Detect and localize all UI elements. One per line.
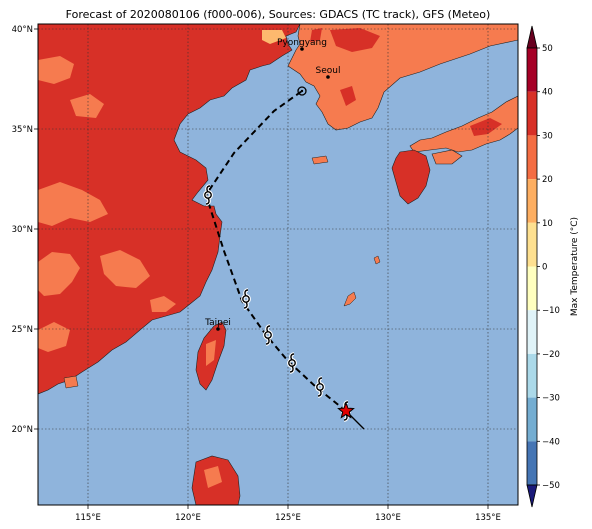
storm-symbol-icon xyxy=(241,288,251,310)
lat-tick-label: 20°N xyxy=(12,425,33,435)
colorbar-bin xyxy=(527,179,537,223)
colorbar-bin xyxy=(527,353,537,398)
colorbar-tick-label: 20 xyxy=(542,175,553,185)
track-end-marker xyxy=(297,86,307,96)
typhoon-track xyxy=(203,86,365,430)
island-ryukyu xyxy=(373,255,381,265)
colorbar-extend-min xyxy=(526,484,538,508)
island-jeju xyxy=(311,155,329,165)
city-marker xyxy=(326,75,330,79)
colorbar-bin xyxy=(527,135,537,180)
axis-ticks: 115°E 120°E 125°E 130°E 135°E 40°N 35°N 30°N 25°… xyxy=(12,25,501,523)
colorbar-tick-label: 40 xyxy=(542,88,553,98)
colorbar-tick-label: 10 xyxy=(542,219,553,229)
track-end-dot xyxy=(300,89,304,93)
land-taiwan-warm-patch xyxy=(206,340,216,366)
colorbar-tick-label: 30 xyxy=(542,131,553,141)
colorbar-tick-label: 0 xyxy=(542,263,547,273)
city-marker xyxy=(216,327,220,331)
colorbar-bin xyxy=(527,310,537,354)
colorbar-tick-label: −10 xyxy=(542,306,560,316)
city-label: Pyongyang xyxy=(277,38,327,48)
colorbar-bin xyxy=(527,266,537,311)
lat-tick-label: 25°N xyxy=(12,325,33,335)
lon-tick-label: 130°E xyxy=(375,513,401,523)
track-past-path xyxy=(204,90,347,412)
land-china-warm-patch xyxy=(100,250,150,288)
lat-tick-label: 30°N xyxy=(12,225,33,235)
colorbar-label: Max Temperature (°C) xyxy=(570,217,580,316)
land-china-warm-patch xyxy=(70,94,104,118)
land-china-warm-patch xyxy=(38,322,70,352)
land-japan-kyushu xyxy=(391,149,431,205)
land-korea-hot-patch xyxy=(310,28,322,42)
land-china-warm-patch xyxy=(38,182,108,226)
colorbar-tick-label: −30 xyxy=(542,394,560,404)
colorbar-tick-label: −20 xyxy=(542,350,560,360)
land-liaodong-warm-patch xyxy=(262,30,286,44)
storm-symbol-icon xyxy=(263,324,273,346)
colorbar-bin xyxy=(527,397,537,442)
colorbar-extend-max xyxy=(526,25,538,49)
lat-tick-label: 40°N xyxy=(12,25,33,35)
graticule xyxy=(38,24,518,505)
lat-tick-label: 35°N xyxy=(12,125,33,135)
storm-symbol-icon xyxy=(315,376,325,398)
land-china xyxy=(38,24,301,395)
lon-tick-label: 125°E xyxy=(275,513,301,523)
colorbar-bin xyxy=(527,441,537,485)
storm-symbol-icon xyxy=(287,352,297,374)
land-luzon-warm-patch xyxy=(204,466,222,488)
land-korea-hot-patch xyxy=(330,28,380,52)
colorbar-bin xyxy=(527,91,537,136)
storm-symbol-icon xyxy=(203,184,213,206)
city-marker xyxy=(300,47,304,51)
colorbar-tick-label: 50 xyxy=(542,44,553,54)
colorbar-tick-label: −40 xyxy=(542,437,560,447)
island-okinawa xyxy=(343,291,357,307)
city-label: Seoul xyxy=(316,66,341,76)
current-position-star-icon xyxy=(337,401,355,419)
map-frame xyxy=(37,23,519,506)
colorbar-bin xyxy=(527,222,537,267)
island-hainan xyxy=(63,375,79,389)
colorbar-tick-label: −50 xyxy=(542,481,560,491)
city-labels: Pyongyang Seoul Taipei xyxy=(204,38,340,331)
lon-tick-label: 120°E xyxy=(175,513,201,523)
land-japan-hot-patch xyxy=(470,118,502,136)
land-china-warm-patch xyxy=(38,56,74,84)
map-title: Forecast of 2020080106 (f000-006), Sourc… xyxy=(65,8,491,21)
colorbar-bin xyxy=(527,48,537,92)
land-china-warm-patch xyxy=(150,296,176,312)
lon-tick-label: 135°E xyxy=(475,513,501,523)
lon-tick-label: 115°E xyxy=(75,513,101,523)
colorbar: 50 40 30 20 10 0 −10 −20 −30 −40 −50 Max Temperatur… xyxy=(526,25,580,508)
land-korea-hot-patch xyxy=(340,86,356,106)
land-china-warm-patch xyxy=(38,252,80,296)
land-japan-shikoku xyxy=(431,149,463,165)
city-label: Taipei xyxy=(204,318,231,328)
